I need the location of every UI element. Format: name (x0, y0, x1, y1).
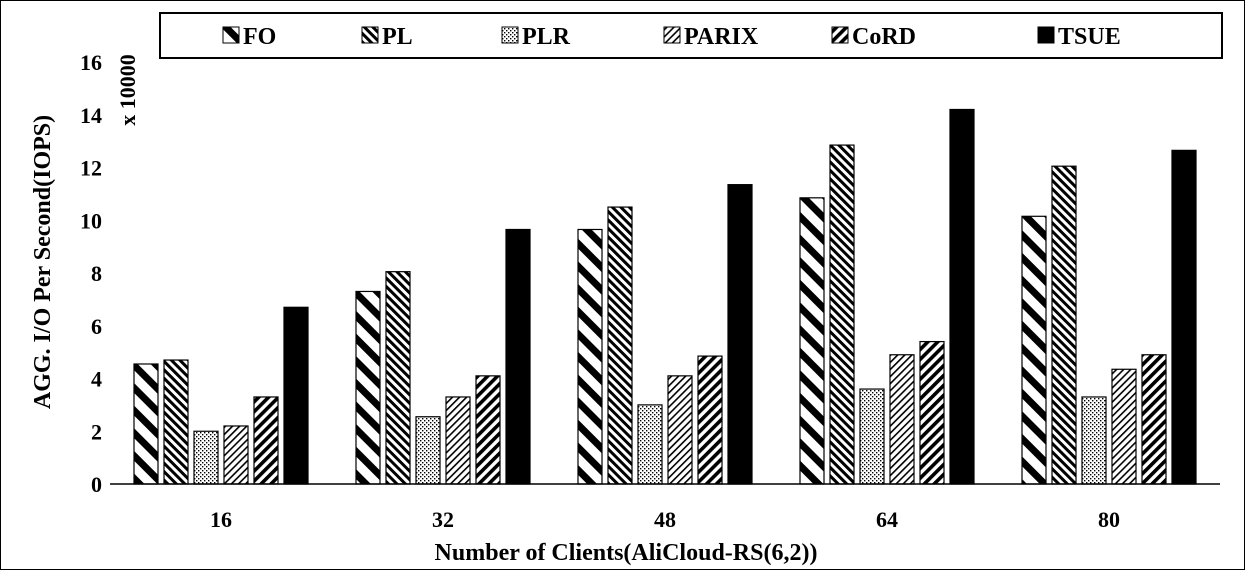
legend-swatch-parix (663, 26, 681, 44)
y-axis-title: AGG. I/O Per Second(IOPS) (30, 115, 56, 409)
bar-cord-48 (697, 355, 723, 485)
bar-cord-16 (253, 396, 279, 485)
bar-parix-16 (223, 425, 249, 485)
bar-cord-64 (919, 340, 945, 485)
x-axis-title: Number of Clients(AliCloud-RS(6,2)) (435, 540, 818, 566)
bar-tsue-32 (505, 228, 531, 485)
bar-parix-64 (889, 354, 915, 485)
y-tick-label: 10 (80, 208, 102, 233)
bar-cord-32 (475, 375, 501, 485)
legend-label-parix: PARIX (684, 24, 759, 50)
bar-tsue-80 (1171, 149, 1197, 485)
x-tick-label: 64 (876, 507, 898, 532)
bar-parix-48 (667, 375, 693, 485)
bar-pl-64 (829, 144, 855, 485)
x-tick-label: 80 (1098, 507, 1120, 532)
bar-parix-80 (1111, 368, 1137, 485)
x-tick-label: 16 (210, 507, 232, 532)
y-tick-label: 12 (80, 156, 102, 181)
legend-label-cord: CoRD (852, 24, 916, 50)
bar-parix-32 (445, 396, 471, 485)
legend-swatch-cord (831, 26, 849, 44)
legend-swatch-tsue (1037, 26, 1055, 44)
legend-label-plr: PLR (522, 24, 571, 50)
legend-swatch-fo (222, 26, 240, 44)
y-tick-label: 8 (91, 261, 102, 286)
x-tick-label: 32 (432, 507, 454, 532)
bar-fo-16 (133, 363, 159, 485)
bar-pl-80 (1051, 165, 1077, 485)
legend-label-fo: FO (243, 24, 276, 50)
bar-plr-48 (637, 404, 663, 485)
x-axis-ticks: 16 32 48 64 80 (210, 507, 1120, 532)
legend-swatch-plr (501, 26, 519, 44)
y-tick-label: 0 (91, 472, 102, 497)
y-tick-label: 16 (80, 50, 102, 75)
bar-tsue-64 (949, 108, 975, 485)
bar-tsue-48 (727, 184, 753, 485)
x-tick-label: 48 (654, 507, 676, 532)
y-tick-label: 4 (91, 367, 102, 392)
bar-fo-48 (577, 228, 603, 485)
bar-tsue-16 (283, 306, 309, 485)
y-tick-label: 2 (91, 419, 102, 444)
legend-label-pl: PL (382, 24, 413, 50)
bar-fo-32 (355, 290, 381, 485)
bar-pl-32 (385, 271, 411, 485)
bar-fo-80 (1021, 215, 1047, 485)
legend-swatch-pl (361, 26, 379, 44)
bar-plr-64 (859, 388, 885, 485)
bar-fo-64 (799, 197, 825, 485)
bar-plr-80 (1081, 396, 1107, 485)
legend-label-tsue: TSUE (1058, 24, 1121, 50)
legend: FO PL PLR PARIX CoRD TSUE (159, 12, 1223, 59)
y-axis-ticks: 0 2 4 6 8 10 12 14 16 (80, 50, 102, 497)
bar-pl-48 (607, 206, 633, 485)
bar-pl-16 (163, 359, 189, 485)
bar-plr-32 (415, 416, 441, 485)
bar-cord-80 (1141, 354, 1167, 485)
y-tick-label: 6 (91, 314, 102, 339)
y-axis-multiplier: x 10000 (115, 54, 140, 126)
y-tick-label: 14 (80, 103, 102, 128)
bars (133, 108, 1197, 485)
bar-plr-16 (193, 430, 219, 485)
